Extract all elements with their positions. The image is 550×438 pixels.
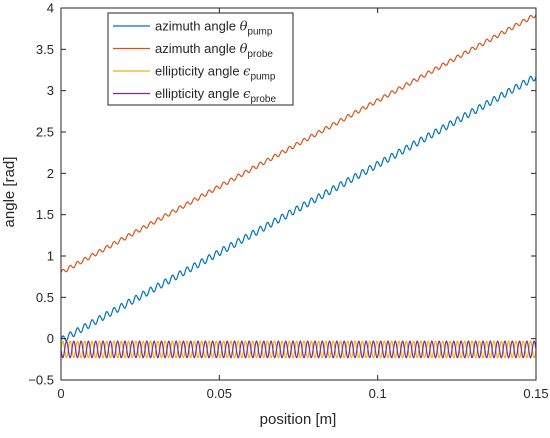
plot-area — [61, 14, 536, 359]
legend-box — [107, 12, 294, 106]
legend-entry: ellipticity angle ϵpump — [155, 64, 276, 83]
x-tick-label: 0.1 — [369, 386, 387, 401]
series-line-3 — [61, 340, 536, 359]
legend: azimuth angle θpump azimuth angle θprobe e… — [107, 12, 294, 106]
series-line-1 — [61, 14, 536, 273]
legend-entry: azimuth angle θpump — [155, 19, 273, 38]
y-tick-label: 4 — [47, 1, 54, 16]
y-tick-label: 2 — [47, 166, 54, 181]
y-tick-label: 2.5 — [36, 125, 54, 140]
x-tick-label: 0.05 — [207, 386, 232, 401]
y-tick-label: 0 — [47, 331, 54, 346]
y-tick-label: 3.5 — [36, 42, 54, 57]
legend-entry: azimuth angle θprobe — [155, 41, 273, 60]
x-axis-label: position [m] — [260, 411, 337, 428]
legend-entry: ellipticity angle ϵprobe — [155, 86, 276, 105]
y-tick-label: 0.5 — [36, 290, 54, 305]
x-tick-label: 0 — [57, 386, 64, 401]
axes-box — [60, 7, 537, 381]
series-line-0 — [61, 75, 536, 342]
y-tick-label: 1.5 — [36, 207, 54, 222]
x-tick-label: 0.15 — [523, 386, 548, 401]
axes: 0 0.05 0.1 0.15−0.500.511.522.533.54 — [28, 1, 548, 402]
y-tick-label: 1 — [47, 249, 54, 264]
y-tick-label: −0.5 — [28, 373, 54, 388]
y-tick-label: 3 — [47, 83, 54, 98]
y-axis-label: angle [rad] — [1, 157, 18, 228]
